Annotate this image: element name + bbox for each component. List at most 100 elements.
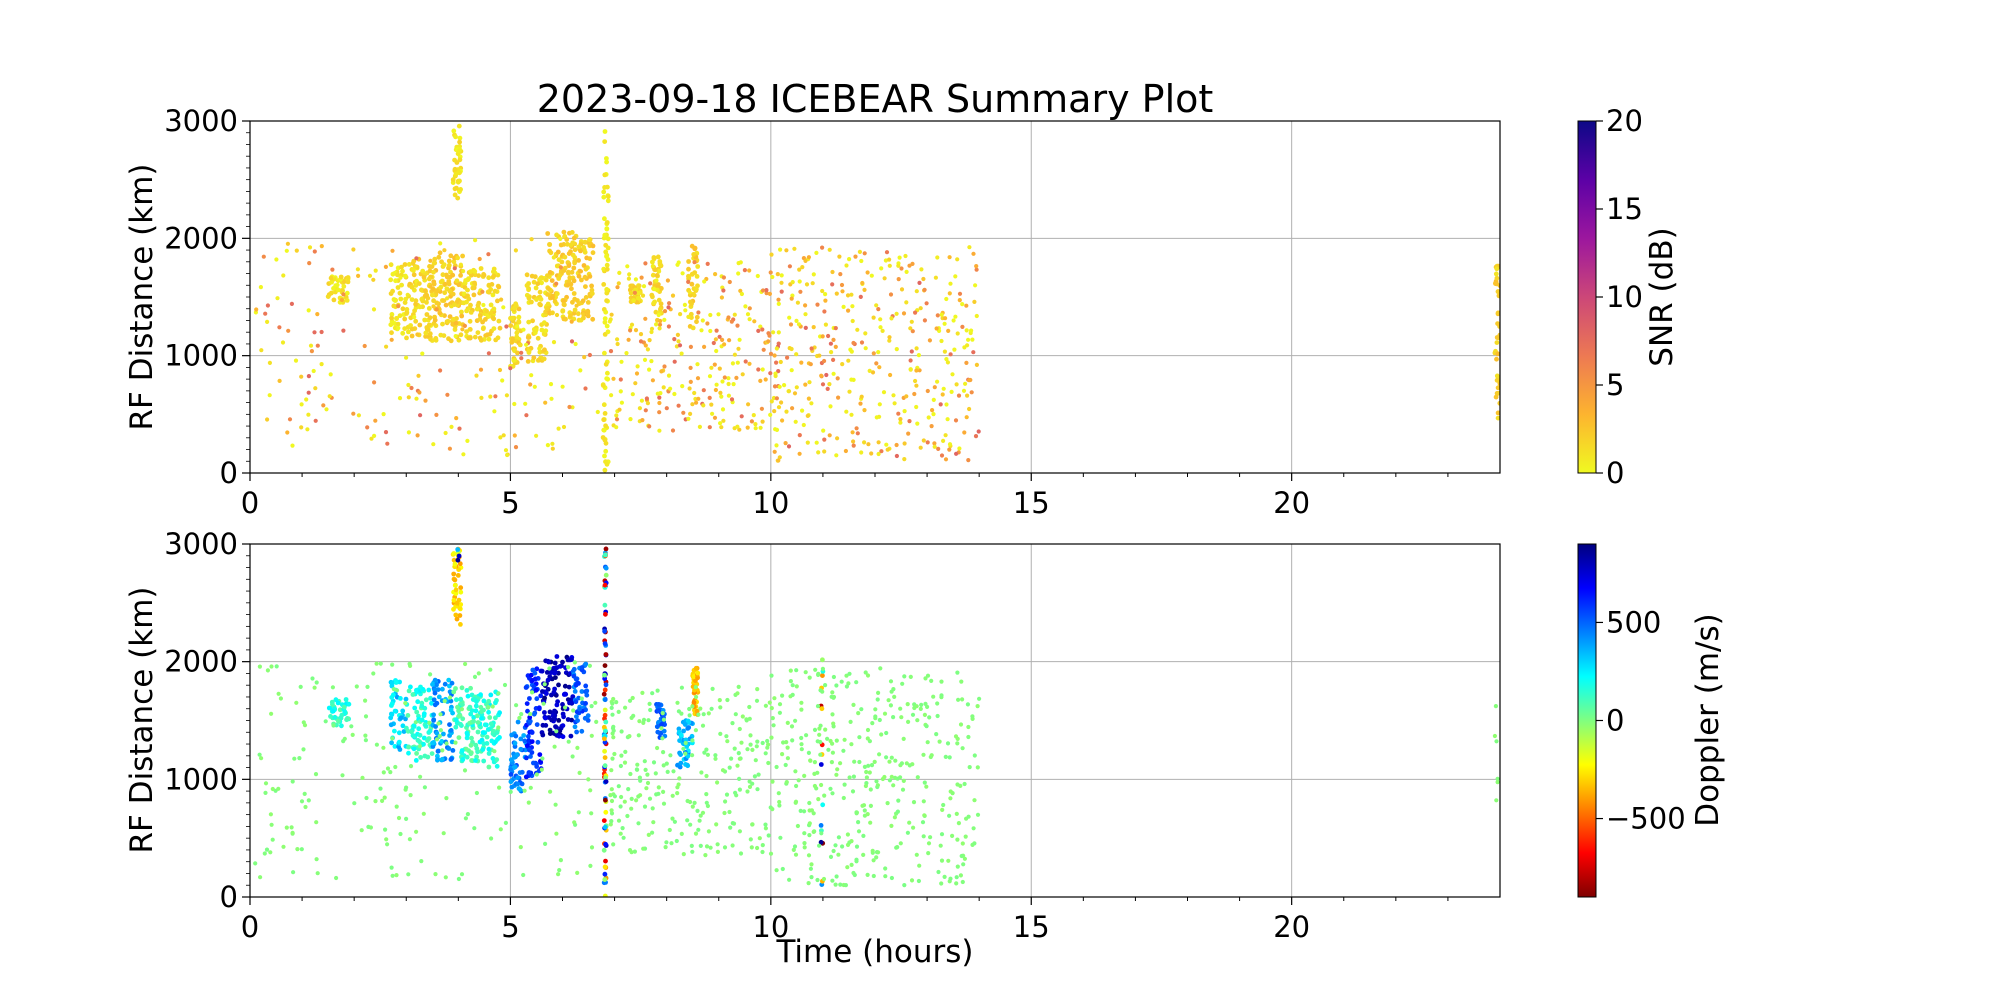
scatter-point: [962, 430, 967, 435]
scatter-point: [892, 815, 898, 820]
scatter-point: [329, 290, 334, 296]
scatter-point: [803, 325, 808, 330]
scatter-point: [475, 303, 481, 308]
scatter-point: [584, 692, 590, 698]
doppler-grid: [249, 543, 1500, 898]
scatter-point: [609, 811, 615, 816]
scatter-point: [455, 179, 461, 185]
scatter-point: [409, 284, 415, 290]
scatter-point: [681, 852, 686, 857]
scatter-point: [925, 673, 931, 678]
scatter-point: [556, 426, 561, 431]
scatter-point: [618, 377, 623, 382]
scatter-point: [579, 689, 585, 694]
scatter-point: [608, 822, 613, 827]
scatter-point: [870, 370, 876, 375]
scatter-point: [485, 289, 491, 295]
scatter-point: [957, 291, 963, 296]
scatter-point: [409, 297, 415, 302]
scatter-point: [725, 739, 730, 744]
scatter-point: [514, 330, 520, 336]
scatter-point: [788, 322, 794, 327]
scatter-point: [936, 446, 941, 451]
scatter-point: [529, 299, 534, 305]
scatter-point: [945, 741, 951, 746]
scatter-point: [423, 334, 428, 339]
scatter-point: [787, 264, 793, 269]
scatter-point: [964, 415, 969, 420]
scatter-point: [603, 565, 609, 571]
scatter-point: [560, 308, 566, 313]
scatter-point: [603, 546, 609, 552]
scatter-point: [839, 679, 844, 684]
colorbar-tick-label: 10: [1606, 280, 1643, 314]
scatter-point: [389, 740, 394, 746]
scatter-point: [526, 287, 531, 293]
scatter-point: [820, 334, 825, 339]
scatter-point: [651, 300, 657, 306]
scatter-point: [510, 336, 515, 342]
scatter-point: [458, 721, 463, 727]
scatter-point: [831, 371, 836, 376]
scatter-point: [618, 804, 623, 809]
scatter-point: [944, 402, 949, 407]
scatter-point: [666, 373, 672, 378]
scatter-point: [603, 652, 609, 657]
scatter-point: [458, 273, 463, 278]
scatter-point: [491, 266, 497, 272]
scatter-point: [431, 281, 437, 287]
scatter-point: [458, 589, 464, 595]
scatter-point: [611, 376, 616, 381]
scatter-point: [436, 694, 442, 700]
scatter-point: [421, 811, 426, 816]
scatter-point: [1494, 356, 1499, 362]
scatter-point: [406, 329, 411, 335]
scatter-point: [467, 318, 473, 324]
scatter-point: [974, 267, 979, 272]
scatter-point: [381, 770, 386, 775]
scatter-point: [603, 809, 609, 815]
scatter-point: [918, 306, 923, 311]
scatter-point: [411, 746, 417, 752]
scatter-point: [602, 641, 608, 646]
scatter-point: [537, 289, 543, 295]
scatter-point: [522, 738, 528, 744]
scatter-point: [760, 288, 766, 293]
scatter-point: [518, 736, 524, 742]
scatter-point: [921, 438, 926, 443]
scatter-point: [526, 349, 532, 354]
scatter-point: [569, 230, 575, 235]
scatter-point: [383, 827, 388, 832]
scatter-point: [710, 411, 715, 416]
scatter-point: [557, 664, 563, 669]
scatter-point: [571, 278, 577, 284]
scatter-point: [502, 682, 508, 688]
scatter-point: [929, 753, 934, 758]
scatter-point: [514, 334, 520, 340]
scatter-point: [455, 573, 461, 578]
scatter-point: [649, 326, 655, 331]
scatter-point: [554, 232, 559, 238]
scatter-point: [257, 752, 262, 757]
scatter-point: [438, 728, 443, 733]
scatter-point: [543, 277, 549, 283]
scatter-point: [422, 293, 428, 299]
scatter-point: [299, 402, 304, 407]
scatter-point: [882, 276, 887, 281]
scatter-point: [809, 808, 815, 813]
scatter-point: [661, 717, 667, 722]
scatter-point: [405, 292, 410, 297]
scatter-point: [786, 389, 792, 394]
scatter-point: [533, 687, 539, 693]
scatter-point: [953, 418, 959, 423]
scatter-point: [809, 346, 814, 351]
scatter-point: [726, 393, 732, 398]
scatter-point: [695, 670, 701, 676]
scatter-point: [822, 437, 827, 442]
scatter-point: [604, 226, 610, 232]
scatter-point: [879, 449, 884, 454]
scatter-point: [551, 255, 556, 260]
scatter-point: [972, 841, 977, 846]
scatter-point: [819, 831, 824, 836]
scatter-point: [553, 802, 558, 807]
